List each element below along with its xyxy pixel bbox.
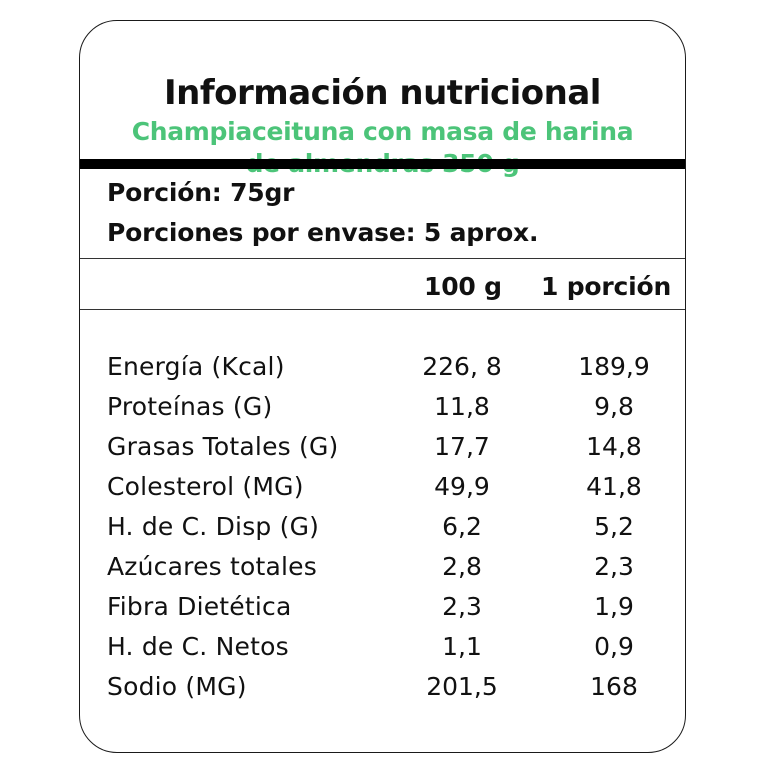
nutrient-name: H. de C. Disp (G) — [107, 512, 320, 541]
value-per-100g: 2,8 — [442, 552, 482, 581]
nutrient-name: Fibra Dietética — [107, 592, 292, 621]
value-per-serving: 14,8 — [586, 432, 642, 461]
nutrition-label-card: Información nutricional Champiaceituna c… — [79, 20, 686, 753]
product-name-line-1: Champiaceituna con masa de harina — [131, 117, 634, 146]
value-per-100g: 11,8 — [434, 392, 490, 421]
table-row: Azúcares totales 2,8 2,3 — [80, 547, 685, 587]
nutrient-name: Azúcares totales — [107, 552, 317, 581]
value-per-serving: 2,3 — [594, 552, 634, 581]
value-per-100g: 226, 8 — [422, 352, 502, 381]
nutrient-rows: Energía (Kcal) 226, 8 189,9 Proteínas (G… — [80, 347, 685, 707]
table-row: Sodio (MG) 201,5 168 — [80, 667, 685, 707]
nutrient-name: Proteínas (G) — [107, 392, 273, 421]
value-per-100g: 2,3 — [442, 592, 482, 621]
value-per-serving: 0,9 — [594, 632, 634, 661]
servings-per-container: Porciones por envase: 5 aprox. — [107, 218, 539, 247]
nutrient-name: Colesterol (MG) — [107, 472, 304, 501]
table-row: Grasas Totales (G) 17,7 14,8 — [80, 427, 685, 467]
label-title: Información nutricional — [164, 73, 601, 113]
thick-divider — [80, 159, 685, 169]
nutrient-name: H. de C. Netos — [107, 632, 289, 661]
nutrient-name: Energía (Kcal) — [107, 352, 285, 381]
value-per-serving: 9,8 — [594, 392, 634, 421]
table-row: Energía (Kcal) 226, 8 189,9 — [80, 347, 685, 387]
nutrient-name: Sodio (MG) — [107, 672, 247, 701]
table-row: H. de C. Disp (G) 6,2 5,2 — [80, 507, 685, 547]
value-per-100g: 201,5 — [426, 672, 498, 701]
column-header-100g: 100 g — [424, 272, 502, 301]
column-header-portion: 1 porción — [541, 272, 672, 301]
nutrient-name: Grasas Totales (G) — [107, 432, 339, 461]
serving-size: Porción: 75gr — [107, 178, 295, 207]
table-row: H. de C. Netos 1,1 0,9 — [80, 627, 685, 667]
column-header-band — [80, 258, 685, 310]
value-per-100g: 17,7 — [434, 432, 490, 461]
value-per-100g: 1,1 — [442, 632, 482, 661]
table-row: Colesterol (MG) 49,9 41,8 — [80, 467, 685, 507]
table-row: Fibra Dietética 2,3 1,9 — [80, 587, 685, 627]
value-per-100g: 49,9 — [434, 472, 490, 501]
product-name: Champiaceituna con masa de harina de alm… — [80, 116, 685, 180]
value-per-serving: 189,9 — [578, 352, 650, 381]
table-row: Proteínas (G) 11,8 9,8 — [80, 387, 685, 427]
value-per-serving: 1,9 — [594, 592, 634, 621]
value-per-100g: 6,2 — [442, 512, 482, 541]
value-per-serving: 168 — [590, 672, 638, 701]
value-per-serving: 5,2 — [594, 512, 634, 541]
value-per-serving: 41,8 — [586, 472, 642, 501]
